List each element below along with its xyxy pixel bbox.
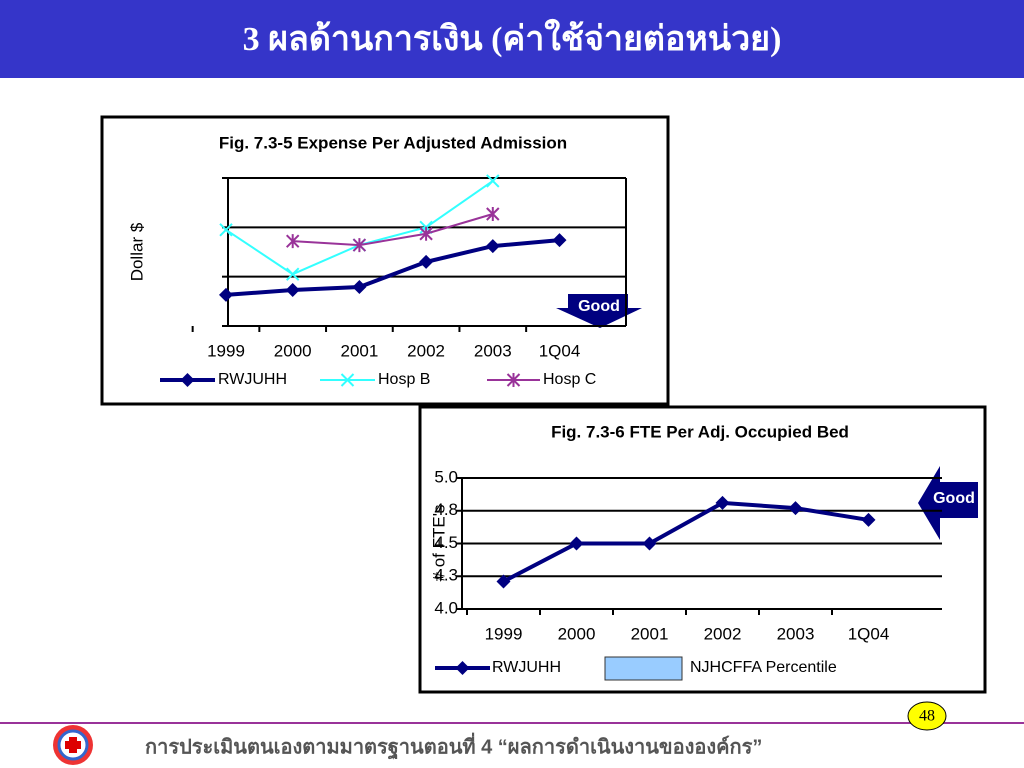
marker: [486, 207, 500, 222]
marker: [352, 238, 367, 253]
x-tick-label: 2002: [407, 341, 445, 360]
x-tick-label: 1999: [207, 341, 245, 360]
marker: [219, 287, 233, 302]
marker: [419, 254, 434, 269]
marker: [285, 267, 300, 281]
marker: [485, 239, 500, 254]
legend-swatch: [180, 373, 195, 387]
y-tick-label: 4.8: [434, 500, 458, 519]
legend-swatch: [340, 373, 355, 387]
chart-frame: [100, 115, 670, 406]
marker: [496, 574, 511, 589]
x-tick-label: 2002: [704, 624, 742, 643]
page-number: 48: [919, 708, 935, 725]
x-tick-label: 1Q04: [539, 341, 581, 360]
chart-frame: [418, 405, 987, 694]
legend-label: RWJUHH: [492, 659, 561, 676]
good-arrow: Good: [556, 294, 642, 328]
x-tick-label: 2001: [340, 341, 378, 360]
series-line: [292, 213, 494, 247]
legend-swatch: [455, 661, 470, 675]
marker: [219, 223, 233, 237]
x-tick-label: 2001: [631, 624, 669, 643]
marker: [788, 501, 803, 516]
x-tick-label: 2003: [474, 341, 512, 360]
series-line: [502, 500, 869, 584]
marker: [352, 280, 367, 295]
header-bar: [0, 0, 1024, 78]
x-tick-label: 1999: [485, 624, 523, 643]
y-tick-label: 4.3: [434, 566, 458, 585]
logo: [53, 725, 93, 765]
page-badge: [907, 701, 947, 731]
legend-swatch: [604, 656, 683, 681]
marker: [642, 536, 657, 551]
chart-title: Fig. 7.3-6 FTE Per Adj. Occupied Bed: [551, 422, 849, 441]
legend-label: Hosp B: [378, 371, 430, 388]
legend-label: Hosp C: [543, 371, 596, 388]
y-tick-label: 4.0: [434, 598, 458, 617]
y-axis-label: Dollar $: [127, 222, 146, 281]
y-axis-label: # of FTE's: [429, 505, 448, 582]
slide-title: 3 ผลด้านการเงิน (ค่าใช้จ่ายต่อหน่วย): [243, 18, 782, 58]
marker: [285, 234, 300, 249]
y-tick-label: 4.5: [434, 533, 458, 552]
series-line: [225, 238, 560, 297]
marker: [569, 536, 584, 551]
legend-label: RWJUHH: [218, 371, 287, 388]
annotation: Good: [578, 298, 620, 315]
marker: [715, 495, 730, 510]
x-tick-label: 2000: [558, 624, 596, 643]
legend-swatch: [506, 373, 521, 387]
x-tick-label: 2000: [274, 341, 312, 360]
footer-text: การประเมินตนเองตามมาตรฐานตอนที่ 4 “ผลการ…: [145, 731, 762, 760]
x-tick-label: 1Q04: [848, 624, 890, 643]
marker: [486, 174, 500, 188]
chart-title: Fig. 7.3-5 Expense Per Adjusted Admissio…: [219, 133, 567, 152]
legend-label: NJHCFFA Percentile: [690, 659, 837, 676]
marker: [285, 282, 300, 297]
marker: [861, 512, 876, 527]
marker: [552, 233, 567, 248]
marker: [419, 226, 433, 241]
annotation: Good: [933, 490, 975, 507]
y-tick-label: 5.0: [434, 467, 458, 486]
x-tick-label: 2003: [777, 624, 815, 643]
good-arrow: Good: [918, 466, 978, 540]
